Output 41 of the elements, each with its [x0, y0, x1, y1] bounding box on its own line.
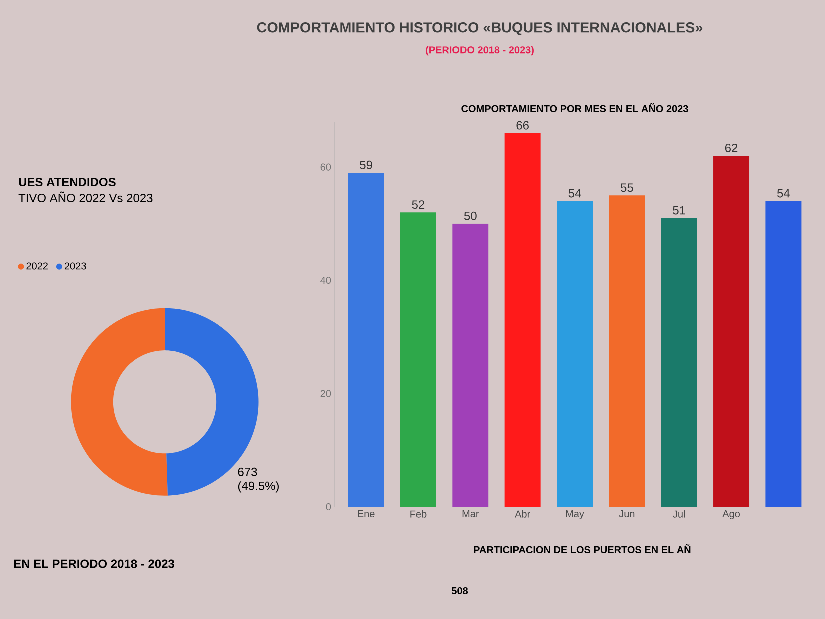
- x-tick-label: Abr: [515, 510, 530, 518]
- bar: [400, 212, 436, 507]
- data-label: 54: [568, 189, 582, 198]
- text: 508: [452, 587, 468, 595]
- text: EN EL PERIODO 2018 - 2023: [14, 560, 174, 568]
- data-label: 59: [360, 160, 372, 170]
- x-tick-label: May: [566, 510, 584, 520]
- y-tick-label: 60: [320, 164, 332, 171]
- data-label: 50: [464, 212, 477, 220]
- bar: [452, 224, 489, 507]
- bar: [557, 201, 594, 507]
- chart-title: COMPORTAMIENTO POR MES EN EL AÑO 2023: [462, 103, 688, 112]
- x-tick-label: Jun: [619, 510, 635, 518]
- y-tick-label: 40: [320, 276, 332, 284]
- x-tick-label: Mar: [462, 510, 480, 518]
- bar: [766, 201, 802, 507]
- bar: [609, 196, 646, 507]
- text: PARTICIPACION DE LOS PUERTOS EN EL AÑ: [474, 544, 691, 554]
- text: COMPORTAMIENTO HISTORICO «BUQUES INTERNACIONALES»: [257, 22, 703, 36]
- y-tick-label: 20: [320, 390, 332, 398]
- chart-subtitle: TIVO AÑO 2022 Vs 2023: [18, 192, 153, 202]
- bar: [504, 133, 541, 507]
- y-tick-label: 0: [326, 503, 332, 511]
- data-label: 51: [673, 206, 686, 215]
- legend-label: 2022: [26, 262, 48, 270]
- data-label: 55: [620, 184, 634, 192]
- legend-label: 2023: [64, 262, 86, 270]
- text: (PERIODO 2018 - 2023): [426, 46, 534, 56]
- data-label: 66: [516, 121, 529, 130]
- data-label: 62: [725, 144, 738, 152]
- data-label: 673 (49.5%): [238, 468, 279, 493]
- x-tick-label: Feb: [410, 510, 427, 518]
- bar: [348, 172, 384, 507]
- x-tick-label: Ene: [358, 510, 375, 518]
- bar: [661, 218, 698, 507]
- data-label: 52: [412, 200, 425, 210]
- data-label: 54: [778, 189, 790, 198]
- x-tick-label: Jul: [673, 510, 686, 518]
- x-tick-label: Ago: [722, 510, 740, 520]
- chart-title: UES ATENDIDOS: [19, 178, 116, 186]
- bar: [714, 156, 750, 507]
